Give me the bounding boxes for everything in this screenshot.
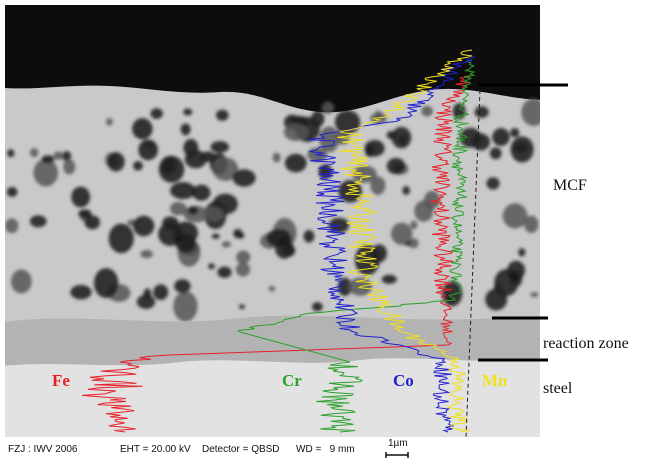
pore [159,156,184,183]
element-label: Cr [282,371,302,390]
pore [185,150,207,168]
pore [192,185,210,201]
pore [53,151,63,160]
pore [41,155,54,163]
pore [106,118,113,126]
pore [133,216,154,236]
pore [421,106,433,117]
pore [11,269,32,293]
pore [510,128,519,137]
pore [34,159,59,186]
pore [503,203,528,228]
pore [387,131,396,139]
pore [30,148,38,157]
pore [387,158,405,174]
pore [183,108,192,115]
element-label: Co [393,371,414,390]
pore [174,279,190,293]
pore [70,285,91,299]
pore [170,202,187,215]
pore [399,136,406,145]
pore [494,269,518,296]
pore [173,291,197,322]
pore [236,262,250,276]
pore [492,128,510,146]
pore [442,281,462,306]
pore [273,153,281,163]
pore [284,123,308,141]
pore [204,207,224,221]
pore [78,209,91,218]
pore [322,102,334,114]
sem-image: Fe Cr Co Mn [5,5,546,437]
pore [170,182,196,199]
pore [143,288,151,298]
pore [222,241,231,247]
footer-text: WD = 9 mm [296,444,355,455]
pore [216,110,229,121]
pore [107,152,124,171]
pore [365,145,374,157]
pore [71,187,90,208]
pore [391,223,412,245]
pore [312,302,323,311]
pore [133,161,143,171]
element-label: Fe [52,371,70,390]
pore [63,159,75,174]
pore [151,108,163,119]
pore [208,263,215,269]
pore [266,229,291,247]
pore [410,221,417,230]
pore [94,268,118,298]
pore [521,99,546,126]
pore [382,275,397,284]
pore [109,224,134,254]
element-label: Mn [482,371,508,390]
scale-bar [386,452,408,458]
pore [140,250,153,258]
pore [233,169,256,186]
pore [7,149,14,157]
pore [486,177,499,189]
pore [5,219,18,234]
pore [153,284,168,300]
pore [530,292,538,297]
pore [475,106,489,118]
pore [175,234,196,252]
pore [217,267,231,278]
pore [511,136,534,162]
micrograph-figure: Fe Cr Co Mn MCF reaction zone steel FZJ … [0,0,654,465]
reaction-zone-layer [5,316,540,365]
pore [319,126,339,152]
pore [7,187,18,197]
layer-label: reaction zone [543,335,629,352]
pore [132,118,152,139]
footer-text: EHT = 20.00 kV [120,444,191,455]
scale-text: 1µm [388,438,408,449]
layer-label: MCF [553,177,587,194]
pore [233,229,242,239]
pore [490,147,502,159]
pore [304,230,315,243]
layer-label: steel [543,380,573,397]
footer-text: Detector = QBSD [202,444,280,455]
footer-bar: FZJ : IWV 2006 EHT = 20.00 kV Detector =… [8,438,408,458]
footer-text: FZJ : IWV 2006 [8,444,78,455]
pore [236,251,250,264]
pore [188,206,198,214]
pore [518,248,525,256]
pore [212,234,220,239]
pore [311,111,324,127]
pore [370,177,385,195]
pore [402,186,410,195]
pore [138,139,158,160]
pore [181,123,191,135]
pore [285,154,307,173]
pore [211,141,229,153]
pore [162,216,178,228]
pore [269,286,275,292]
pore [30,215,47,227]
pore [239,305,245,310]
